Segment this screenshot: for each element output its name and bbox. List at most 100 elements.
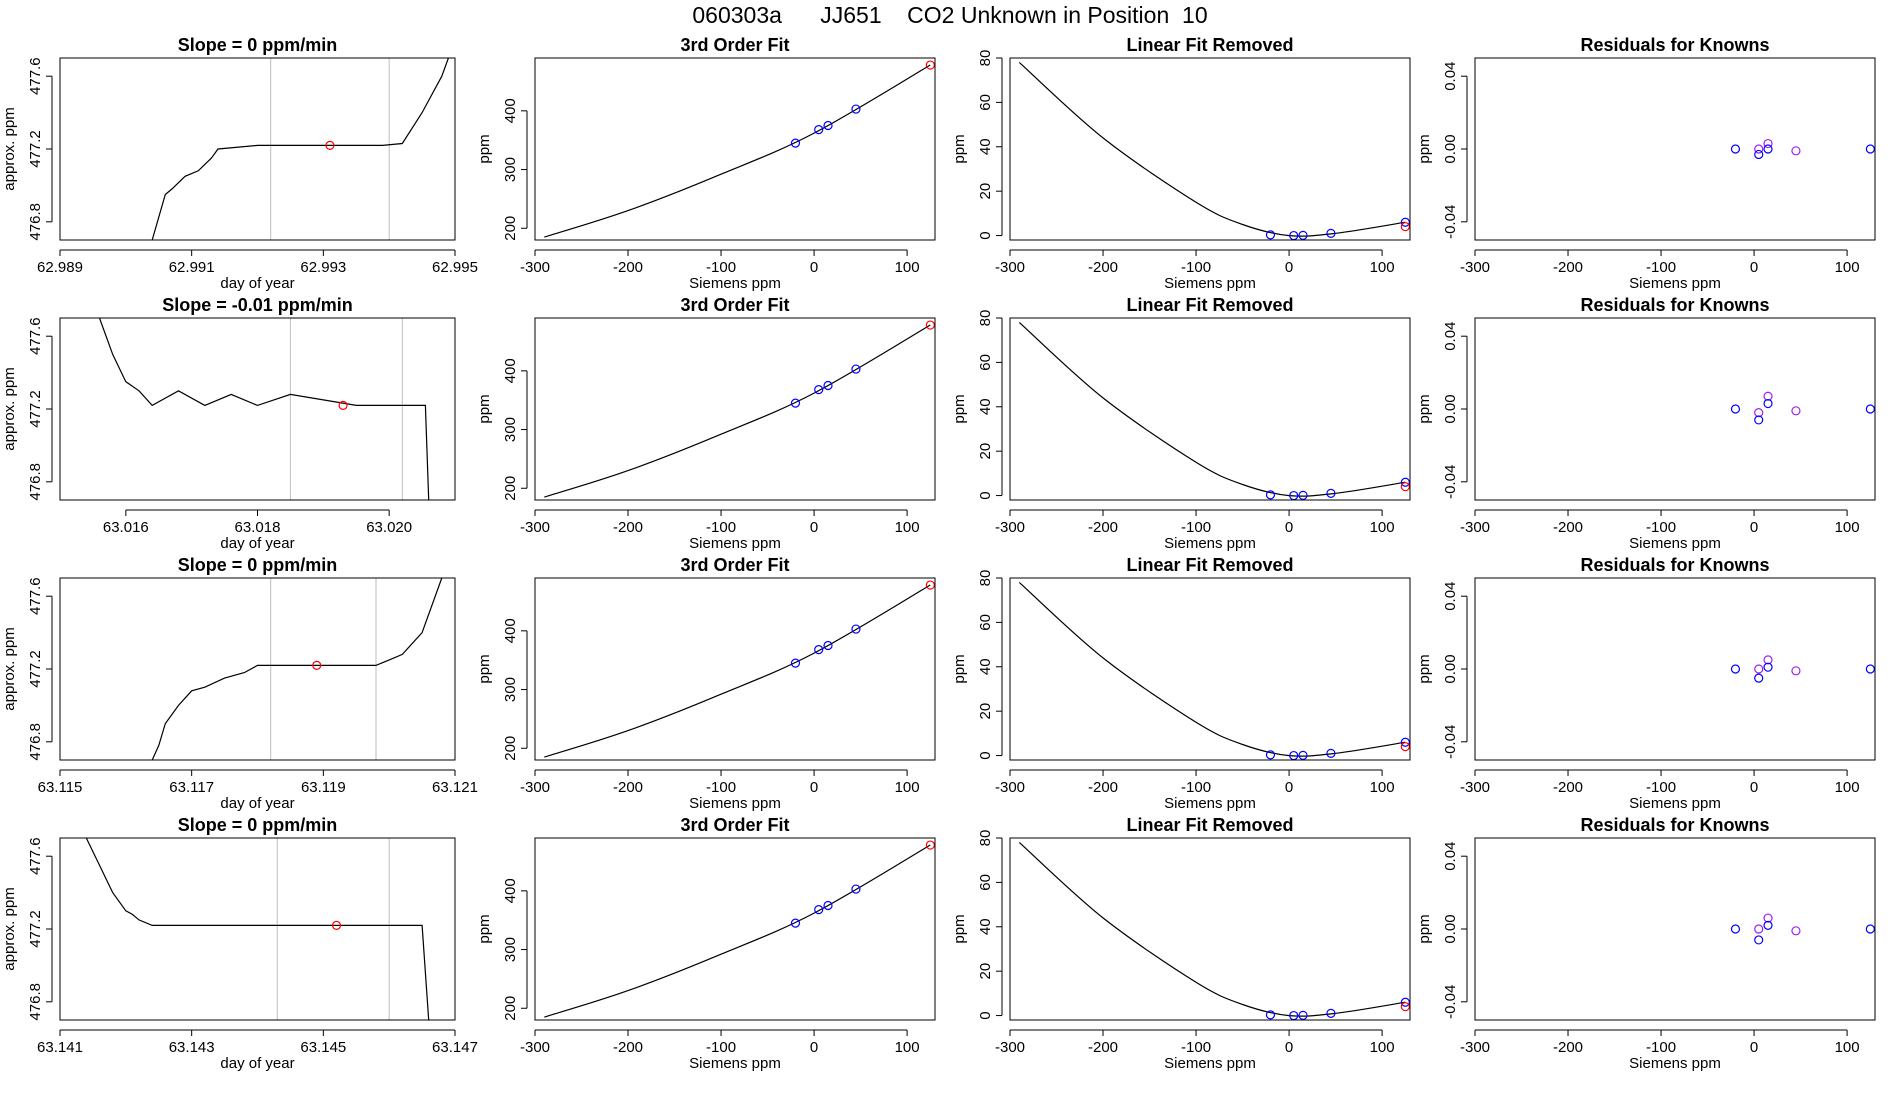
x-tick-label: -300 — [520, 519, 550, 536]
known-point — [790, 398, 801, 408]
x-tick-label: 62.995 — [432, 259, 478, 276]
known-point — [1754, 924, 1764, 934]
x-tick-label: -200 — [1088, 1039, 1118, 1056]
y-axis-label: ppm — [476, 654, 493, 683]
known-point — [1763, 138, 1773, 149]
known-point — [851, 624, 861, 634]
y-axis-label: ppm — [1416, 394, 1433, 423]
x-tick-label: -100 — [1646, 779, 1676, 796]
y-tick-label: 0.04 — [1442, 842, 1459, 871]
y-tick-label: 0.04 — [1442, 62, 1459, 91]
y-tick-label: 0 — [977, 491, 994, 499]
trace-line — [98, 318, 430, 500]
known-point — [1754, 149, 1764, 160]
y-axis-label: ppm — [1416, 654, 1433, 683]
x-tick-label: 100 — [1370, 259, 1395, 276]
x-tick-label: -300 — [995, 519, 1025, 536]
y-tick-label: 0 — [977, 751, 994, 759]
unknown-point — [1400, 482, 1410, 492]
x-tick-label: 63.020 — [366, 519, 412, 536]
y-tick-label: 80 — [977, 310, 994, 327]
fit-curve — [1018, 841, 1406, 1017]
plot-frame — [59, 577, 456, 761]
y-tick-label: 300 — [502, 417, 519, 442]
x-tick-label: 100 — [1370, 779, 1395, 796]
y-tick-label: 0.04 — [1442, 322, 1459, 351]
known-point — [814, 125, 824, 135]
x-tick-label: 100 — [895, 779, 920, 796]
plot-area — [1018, 321, 1410, 500]
known-point — [1730, 924, 1741, 934]
panel-title: Residuals for Knowns — [1580, 815, 1769, 835]
x-tick-label: -200 — [1088, 259, 1118, 276]
x-tick-label: -200 — [1553, 1039, 1583, 1056]
x-tick-label: -100 — [706, 259, 736, 276]
known-point — [1791, 406, 1801, 416]
y-tick-label: 400 — [502, 618, 519, 643]
panel-title: Slope = -0.01 ppm/min — [162, 295, 353, 315]
y-tick-label: 40 — [977, 138, 994, 155]
known-point — [1763, 913, 1773, 923]
x-tick-label: -300 — [995, 1039, 1025, 1056]
y-axis-label: ppm — [476, 914, 493, 943]
x-tick-label: -200 — [1553, 259, 1583, 276]
panel-title: Slope = 0 ppm/min — [178, 815, 338, 835]
x-tick-label: 0 — [1750, 259, 1758, 276]
known-point — [1865, 404, 1875, 414]
x-tick-label: 100 — [895, 1039, 920, 1056]
x-tick-label: 0 — [810, 259, 818, 276]
y-tick-label: 20 — [977, 963, 994, 980]
panel-title: Linear Fit Removed — [1126, 295, 1293, 315]
y-tick-label: 40 — [977, 658, 994, 675]
x-tick-label: 100 — [1835, 519, 1860, 536]
y-tick-label: 40 — [977, 398, 994, 415]
panel-r1-time: Slope = 0 ppm/min 62.989 62.991 62.993 62.99… — [1, 35, 478, 292]
plot-frame — [1474, 317, 1876, 501]
panel-r2-fit: 3rd Order Fit -300 -200 -100 0 100 200 300 400 Si… — [476, 295, 936, 552]
known-point — [1754, 664, 1764, 674]
plot-area — [1730, 913, 1875, 945]
plot-area — [544, 580, 935, 758]
x-tick-label: 63.143 — [169, 1039, 215, 1056]
x-tick-label: -100 — [1181, 779, 1211, 796]
x-tick-label: 62.991 — [169, 259, 215, 276]
panel-title: 3rd Order Fit — [680, 35, 789, 55]
x-tick-label: -200 — [1088, 519, 1118, 536]
known-point — [1730, 664, 1741, 674]
known-point — [851, 364, 861, 374]
panel-title: Linear Fit Removed — [1126, 35, 1293, 55]
x-axis-label: Siemens ppm — [689, 795, 781, 812]
panel-title: Linear Fit Removed — [1126, 555, 1293, 575]
y-axis-label: ppm — [1416, 134, 1433, 163]
panel-title: Residuals for Knowns — [1580, 35, 1769, 55]
known-point — [790, 658, 801, 668]
x-axis-label: day of year — [220, 1055, 294, 1072]
known-point — [851, 104, 861, 114]
x-tick-label: 63.119 — [301, 779, 346, 796]
plot-frame — [59, 317, 456, 501]
y-axis-label: approx. ppm — [1, 627, 18, 710]
x-tick-label: 63.121 — [432, 779, 478, 796]
x-tick-label: 100 — [1835, 1039, 1860, 1056]
y-axis-label: ppm — [951, 134, 968, 163]
x-tick-label: 0 — [810, 1039, 818, 1056]
known-point — [1265, 230, 1276, 240]
known-point — [1730, 144, 1741, 154]
y-axis-label: approx. ppm — [1, 887, 18, 970]
x-tick-label: -200 — [613, 259, 643, 276]
known-point — [1326, 1008, 1336, 1018]
y-tick-label: -0.04 — [1442, 205, 1459, 239]
plot-area — [1730, 391, 1875, 425]
x-tick-label: 63.115 — [38, 779, 83, 796]
panel-r2-resid: Residuals for Knowns -300 -200 -100 0 100 -0.0… — [1416, 295, 1876, 552]
y-tick-label: 60 — [977, 874, 994, 891]
plot-frame — [1009, 837, 1411, 1021]
y-tick-label: 0.00 — [1442, 394, 1459, 423]
plot-frame — [534, 837, 936, 1021]
y-tick-label: 477.6 — [27, 57, 44, 95]
known-point — [823, 900, 833, 911]
x-tick-label: 100 — [895, 519, 920, 536]
y-tick-label: 60 — [977, 94, 994, 111]
plot-frame — [59, 837, 456, 1021]
x-tick-label: -100 — [1181, 259, 1211, 276]
